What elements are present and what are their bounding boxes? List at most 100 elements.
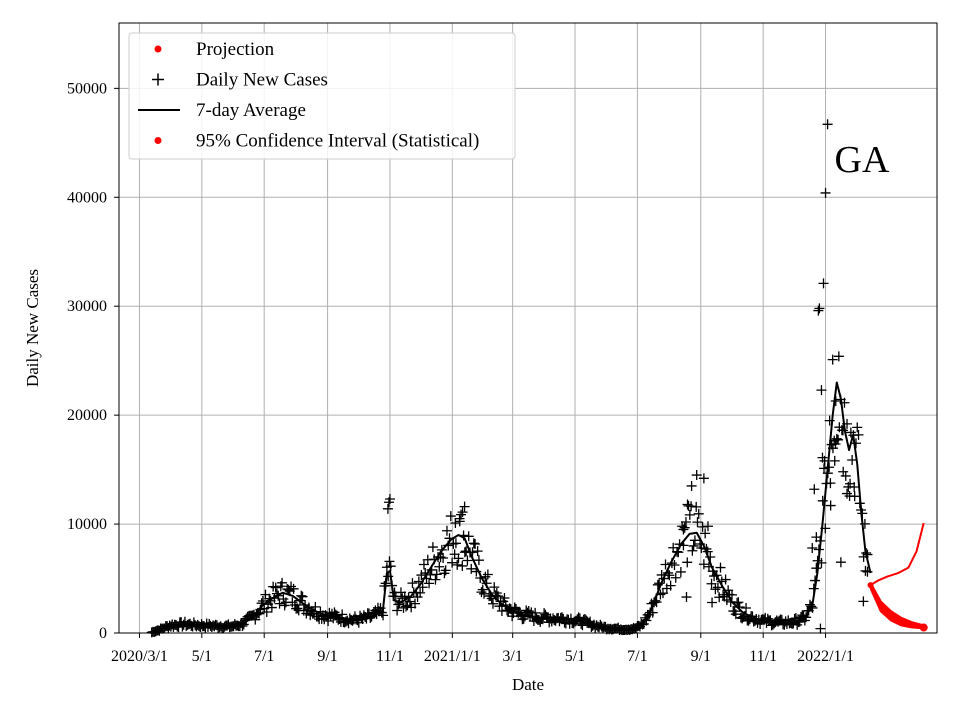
daily-case-marker <box>333 614 344 625</box>
daily-case-marker <box>811 532 822 543</box>
daily-case-marker <box>682 557 693 568</box>
daily-case-marker <box>817 495 828 506</box>
daily-case-marker <box>482 569 493 580</box>
daily-case-marker <box>457 507 468 518</box>
legend-label: Projection <box>196 39 275 60</box>
daily-case-marker <box>849 491 860 502</box>
daily-case-marker <box>687 545 698 556</box>
daily-case-marker <box>816 385 827 396</box>
daily-case-marker <box>678 524 689 535</box>
state-label: GA <box>835 139 890 181</box>
daily-case-marker <box>665 580 676 591</box>
daily-case-marker <box>815 623 826 634</box>
daily-case-marker <box>680 517 691 528</box>
daily-case-marker <box>450 517 461 528</box>
daily-case-marker <box>296 590 307 601</box>
daily-case-marker <box>407 578 418 589</box>
x-tick-label: 11/1 <box>749 648 777 665</box>
daily-case-marker <box>689 535 700 546</box>
daily-case-marker <box>850 438 861 449</box>
daily-case-marker <box>660 559 671 570</box>
y-tick-label: 40000 <box>67 189 107 206</box>
confidence-interval-line <box>869 583 924 627</box>
daily-case-marker <box>441 525 452 536</box>
daily-case-marker <box>684 509 695 520</box>
daily-case-marker <box>833 351 844 362</box>
daily-case-marker <box>457 560 468 571</box>
daily-case-marker <box>392 605 403 616</box>
daily-case-marker <box>434 561 445 572</box>
daily-case-marker <box>737 613 748 624</box>
y-tick-label: 20000 <box>67 407 107 424</box>
daily-case-marker <box>261 607 272 618</box>
daily-case-marker <box>499 593 510 604</box>
daily-case-marker <box>462 555 473 566</box>
legend-label: 95% Confidence Interval (Statistical) <box>196 131 479 152</box>
daily-case-marker <box>292 603 303 614</box>
daily-case-marker <box>266 602 277 613</box>
x-tick-label: 5/1 <box>565 648 585 665</box>
y-axis-label: Daily New Cases <box>23 269 42 387</box>
daily-case-marker <box>829 455 840 466</box>
daily-case-marker <box>811 563 822 574</box>
daily-case-marker <box>270 582 281 593</box>
x-tick-label: 9/1 <box>317 648 337 665</box>
x-tick-label: 2021/1/1 <box>424 648 481 665</box>
daily-case-marker <box>702 521 713 532</box>
daily-case-marker <box>835 557 846 568</box>
daily-case-marker <box>820 187 831 198</box>
daily-case-marker <box>730 609 741 620</box>
projection-line <box>870 522 925 586</box>
series-layer <box>146 119 928 638</box>
daily-case-marker <box>688 540 699 551</box>
daily-case-marker <box>715 562 726 573</box>
daily-case-marker <box>250 614 261 625</box>
legend-box <box>128 32 516 160</box>
daily-case-marker <box>447 557 458 568</box>
legend-label: Daily New Cases <box>196 70 328 91</box>
daily-case-marker <box>807 543 818 554</box>
daily-case-marker <box>842 488 853 499</box>
daily-case-marker <box>438 553 449 564</box>
y-tick-label: 10000 <box>67 516 107 533</box>
daily-case-marker <box>698 559 709 570</box>
daily-case-marker <box>837 425 848 436</box>
seven-day-average-line <box>149 381 872 634</box>
daily-case-marker <box>853 429 864 440</box>
daily-case-marker <box>523 606 534 617</box>
daily-case-marker <box>473 555 484 566</box>
legend: Projection Daily New Cases 7-day Average 95… <box>128 32 516 160</box>
daily-case-marker <box>733 597 744 608</box>
daily-case-marker <box>833 434 844 445</box>
daily-case-marker <box>509 602 520 613</box>
daily-case-marker <box>670 572 681 583</box>
daily-case-marker <box>818 278 829 289</box>
daily-case-marker <box>470 538 481 549</box>
daily-case-marker <box>453 553 464 564</box>
daily-case-marker <box>691 501 702 512</box>
daily-case-marker <box>427 542 438 553</box>
daily-case-marker <box>476 587 487 598</box>
daily-case-marker <box>840 470 851 481</box>
daily-case-marker <box>487 598 498 609</box>
daily-case-marker <box>412 592 423 603</box>
x-tick-label: 2020/3/1 <box>111 648 168 665</box>
confidence-interval-end-dot <box>919 623 928 632</box>
daily-case-marker <box>323 615 334 626</box>
legend-marker-dot <box>154 45 162 53</box>
daily-case-marker <box>385 561 396 572</box>
daily-case-marker <box>682 499 693 510</box>
x-tick-label: 7/1 <box>254 648 274 665</box>
daily-case-marker <box>468 538 479 549</box>
daily-case-marker <box>741 603 752 614</box>
daily-case-marker <box>809 484 820 495</box>
daily-case-marker <box>852 422 863 433</box>
projection-start-dot <box>867 582 874 589</box>
daily-case-marker <box>454 513 465 524</box>
daily-case-marker <box>277 577 288 588</box>
daily-case-marker <box>459 501 470 512</box>
legend-marker-plus <box>152 73 164 86</box>
daily-case-marker <box>707 597 718 608</box>
daily-case-marker <box>712 582 723 593</box>
